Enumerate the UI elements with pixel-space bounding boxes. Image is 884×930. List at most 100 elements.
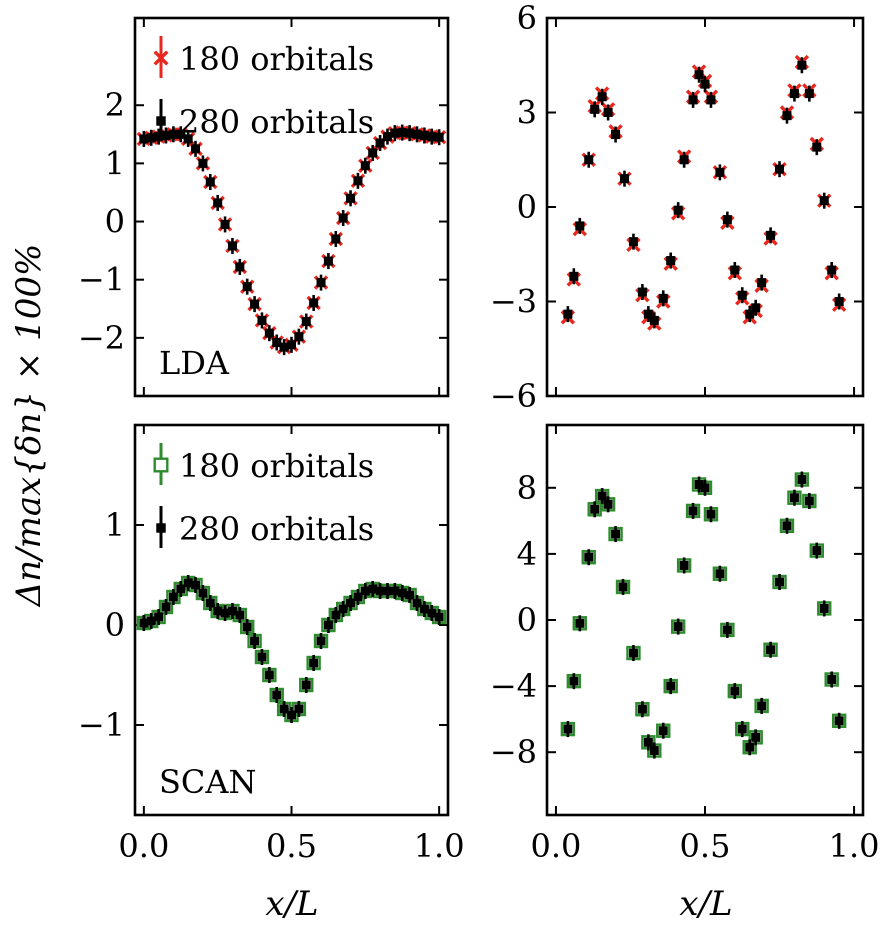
data-point bbox=[694, 479, 704, 489]
legend-marker bbox=[153, 50, 169, 66]
data-point bbox=[390, 586, 400, 596]
legend-marker bbox=[156, 116, 166, 126]
x-tick-label: 0.5 bbox=[680, 827, 731, 865]
data-point bbox=[205, 177, 215, 187]
data-point bbox=[597, 92, 607, 102]
data-point bbox=[301, 317, 311, 327]
data-point bbox=[323, 620, 333, 630]
data-point bbox=[679, 560, 689, 570]
data-point bbox=[730, 686, 740, 696]
data-point bbox=[176, 584, 186, 594]
data-point bbox=[257, 652, 267, 662]
data-point bbox=[382, 132, 392, 142]
data-point bbox=[766, 645, 776, 655]
panels: −2 −1 0 1 2 180 orbitals 280 orbitals LDA −6 −3 0 3… bbox=[78, 0, 880, 865]
data-point bbox=[658, 726, 668, 736]
data-point bbox=[649, 315, 659, 325]
y-tick-label: −3 bbox=[490, 283, 537, 321]
data-point bbox=[338, 604, 348, 614]
data-point bbox=[819, 603, 829, 613]
data-point bbox=[412, 598, 422, 608]
data-point bbox=[782, 111, 792, 121]
data-point bbox=[176, 129, 186, 139]
data-point bbox=[649, 746, 659, 756]
data-point bbox=[618, 582, 628, 592]
data-point bbox=[154, 132, 164, 142]
data-point bbox=[722, 625, 732, 635]
data-point bbox=[603, 108, 613, 117]
data-point bbox=[382, 586, 392, 596]
data-point bbox=[146, 616, 156, 626]
data-point bbox=[827, 674, 837, 684]
y-tick-label: 4 bbox=[517, 535, 537, 573]
data-point bbox=[569, 676, 579, 686]
data-point bbox=[620, 174, 630, 184]
data-point bbox=[183, 578, 193, 588]
data-point bbox=[154, 612, 164, 622]
data-point bbox=[563, 724, 573, 734]
data-point bbox=[168, 592, 178, 602]
data-point bbox=[279, 342, 289, 352]
data-point bbox=[368, 584, 378, 594]
data-point bbox=[584, 552, 594, 562]
data-point bbox=[715, 167, 725, 177]
data-point bbox=[294, 332, 304, 342]
data-point bbox=[722, 215, 732, 225]
panel-lda-right: −6 −3 0 3 6 bbox=[490, 0, 865, 415]
x-axis-title-right: x/L bbox=[679, 884, 732, 924]
y-tick-label: 0 bbox=[105, 606, 125, 644]
data-point bbox=[628, 237, 638, 247]
data-point bbox=[775, 577, 785, 587]
data-point bbox=[590, 104, 600, 114]
legend-label: 280 orbitals bbox=[179, 510, 374, 548]
legend: 180 orbitals 280 orbitals bbox=[153, 443, 374, 548]
legend-label: 180 orbitals bbox=[179, 447, 374, 485]
data-point bbox=[834, 297, 844, 306]
data-point bbox=[419, 604, 429, 614]
data-point bbox=[745, 309, 755, 319]
data-point bbox=[590, 504, 600, 514]
panel-frame bbox=[545, 16, 865, 398]
data-point bbox=[227, 606, 237, 616]
data-point bbox=[227, 241, 237, 251]
data-point bbox=[666, 681, 676, 691]
data-point bbox=[397, 128, 407, 138]
data-point bbox=[198, 588, 208, 598]
series-group bbox=[136, 575, 447, 723]
data-point bbox=[688, 95, 698, 105]
y-tick-label: 6 bbox=[517, 0, 537, 37]
series-280-orbitals bbox=[139, 575, 444, 723]
data-point bbox=[316, 636, 326, 646]
data-point bbox=[279, 704, 289, 714]
data-point bbox=[819, 196, 829, 206]
data-point bbox=[427, 132, 437, 142]
data-point bbox=[242, 622, 252, 632]
data-point bbox=[331, 234, 341, 244]
legend-label: 180 orbitals bbox=[179, 40, 374, 78]
data-point bbox=[637, 287, 647, 297]
data-point bbox=[789, 89, 799, 99]
x-tick-label: 0.0 bbox=[530, 827, 581, 865]
data-point bbox=[353, 592, 363, 602]
data-point bbox=[673, 205, 683, 215]
y-tick-label: −1 bbox=[78, 261, 125, 299]
data-point bbox=[360, 586, 370, 596]
data-point bbox=[597, 491, 607, 501]
data-point bbox=[346, 193, 356, 203]
y-tick-label: 0 bbox=[517, 601, 537, 639]
data-point bbox=[412, 129, 422, 139]
data-point bbox=[812, 142, 822, 152]
data-point bbox=[301, 680, 311, 690]
data-point bbox=[658, 293, 668, 303]
data-point bbox=[737, 724, 747, 734]
data-point bbox=[287, 340, 296, 350]
data-point bbox=[213, 606, 223, 616]
data-point bbox=[146, 133, 156, 143]
data-point bbox=[220, 219, 230, 229]
y-tick-label: 1 bbox=[105, 144, 125, 182]
y-tick-label: −8 bbox=[490, 733, 537, 771]
panel-scan-left: 0.0 0.5 1.0 −1 0 1 180 orbitals 280 orbitals SCA… bbox=[78, 423, 465, 865]
data-point bbox=[405, 590, 415, 600]
y-tick-label: 1 bbox=[105, 506, 125, 544]
